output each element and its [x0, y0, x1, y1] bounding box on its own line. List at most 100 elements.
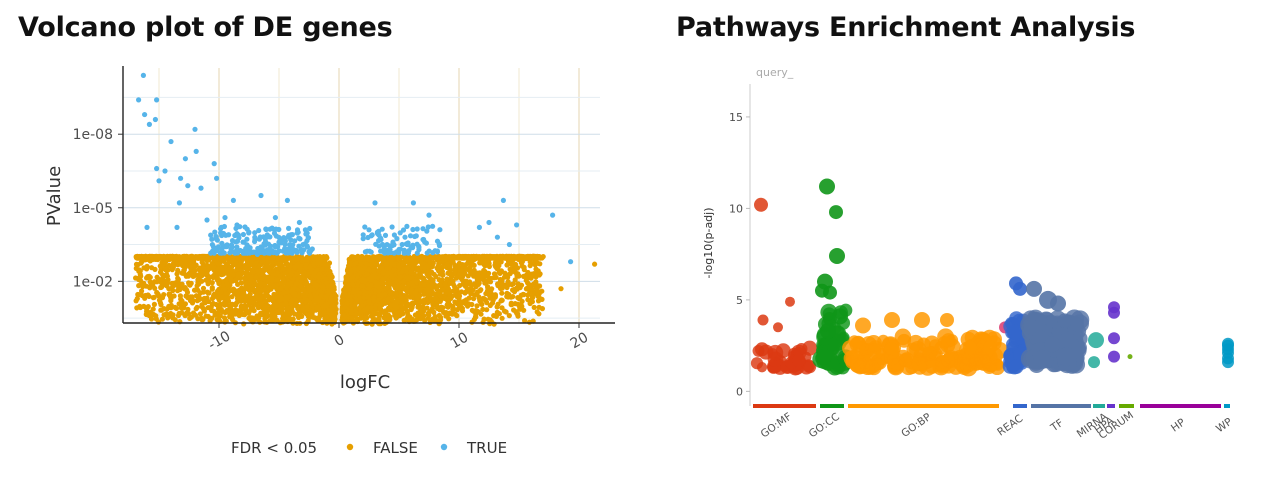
volcano-point-false — [179, 281, 185, 287]
volcano-point-false — [227, 264, 234, 270]
volcano-point-false — [224, 296, 230, 302]
volcano-point-false — [209, 301, 215, 307]
volcano-point-false — [274, 302, 280, 308]
volcano-point-false — [307, 265, 313, 271]
volcano-point-false — [167, 304, 174, 310]
volcano-point-false — [265, 259, 271, 265]
volcano-point-false — [323, 254, 329, 260]
volcano-point-false — [224, 268, 230, 274]
volcano-point-false — [294, 271, 300, 277]
volcano-point-false — [320, 285, 326, 291]
volcano-point-false — [285, 289, 291, 295]
volcano-point-false — [199, 259, 205, 265]
volcano-point-false — [311, 261, 317, 267]
volcano-point-false — [286, 293, 292, 300]
volcano-point-false — [197, 311, 203, 317]
volcano-point-false — [287, 262, 293, 269]
volcano-point-false — [503, 309, 509, 315]
volcano-point-false — [196, 297, 202, 303]
volcano-point-false — [159, 295, 166, 301]
volcano-point-false — [471, 292, 478, 298]
volcano-point-false — [433, 273, 439, 280]
volcano-point-false — [368, 282, 374, 288]
volcano-point-false — [287, 280, 293, 287]
volcano-point-false — [167, 291, 173, 297]
volcano-point-false — [268, 285, 274, 291]
volcano-point-false — [211, 308, 217, 314]
volcano-point-false — [214, 255, 220, 261]
volcano-point-false — [308, 255, 314, 261]
volcano-point-false — [294, 276, 301, 282]
volcano-point-false — [133, 298, 139, 304]
volcano-point-false — [519, 263, 525, 269]
volcano-point-false — [328, 307, 335, 313]
volcano-point-false — [421, 255, 427, 261]
volcano-point-false — [214, 317, 220, 323]
volcano-point-false — [147, 274, 153, 280]
volcano-points — [133, 72, 598, 327]
volcano-point-false — [535, 269, 541, 275]
volcano-point-false — [395, 297, 401, 303]
volcano-point-false — [215, 266, 221, 272]
volcano-point-false — [143, 283, 149, 289]
volcano-point-false — [229, 301, 235, 307]
volcano-point-false — [361, 315, 367, 321]
volcano-point-false — [246, 315, 252, 321]
volcano-point-false — [412, 312, 418, 318]
volcano-point-false — [302, 279, 309, 285]
volcano-point-false — [318, 293, 324, 299]
volcano-point-false — [256, 281, 262, 287]
volcano-point-false — [209, 280, 215, 286]
volcano-point-false — [253, 260, 259, 267]
volcano-point-false — [468, 269, 474, 275]
volcano-point-false — [215, 276, 221, 282]
volcano-point-false — [201, 307, 207, 313]
volcano-point-false — [353, 317, 359, 323]
volcano-point-false — [264, 302, 270, 308]
volcano-point-false — [164, 273, 170, 279]
volcano-point-false — [306, 286, 312, 292]
volcano-point-false — [225, 309, 231, 315]
volcano-point-false — [148, 254, 154, 260]
volcano-point-false — [240, 293, 246, 299]
volcano-point-false — [246, 262, 253, 268]
volcano-point-false — [158, 302, 164, 308]
volcano-point-false — [203, 270, 209, 276]
volcano-point-false — [331, 311, 337, 317]
volcano-point-false — [493, 313, 499, 319]
volcano-point-false — [454, 307, 460, 313]
volcano-point-false — [227, 275, 233, 281]
volcano-point-false — [216, 280, 222, 287]
volcano-point-false — [480, 306, 486, 312]
volcano-point-false — [442, 295, 448, 302]
volcano-point-false — [434, 265, 440, 271]
volcano-point-false — [324, 266, 330, 272]
volcano-point-false — [302, 292, 308, 299]
volcano-point-false — [223, 277, 229, 283]
volcano-point-false — [217, 313, 223, 319]
volcano-point-false — [539, 306, 546, 312]
volcano-point-false — [298, 298, 305, 304]
volcano-point-false — [495, 259, 501, 266]
volcano-point-false — [177, 293, 183, 299]
volcano-point-false — [229, 258, 235, 264]
volcano-point-false — [248, 277, 254, 283]
volcano-point-false — [319, 299, 325, 305]
volcano-point-false — [151, 279, 158, 285]
volcano-point-false — [439, 264, 445, 270]
volcano-point-false — [529, 271, 535, 277]
volcano-point-false — [216, 297, 222, 303]
volcano-point-false — [318, 312, 325, 318]
volcano-point-false — [168, 296, 174, 302]
volcano-point-false — [539, 296, 545, 302]
volcano-point-false — [297, 267, 303, 273]
volcano-point-false — [182, 264, 188, 270]
volcano-point-false — [154, 289, 160, 296]
volcano-point-false — [225, 282, 231, 288]
volcano-point-false — [363, 306, 369, 312]
volcano-point-false — [316, 274, 322, 280]
volcano-point-false — [181, 304, 187, 310]
volcano-point-false — [258, 261, 264, 268]
volcano-point-false — [400, 261, 406, 267]
volcano-point-false — [241, 276, 248, 282]
